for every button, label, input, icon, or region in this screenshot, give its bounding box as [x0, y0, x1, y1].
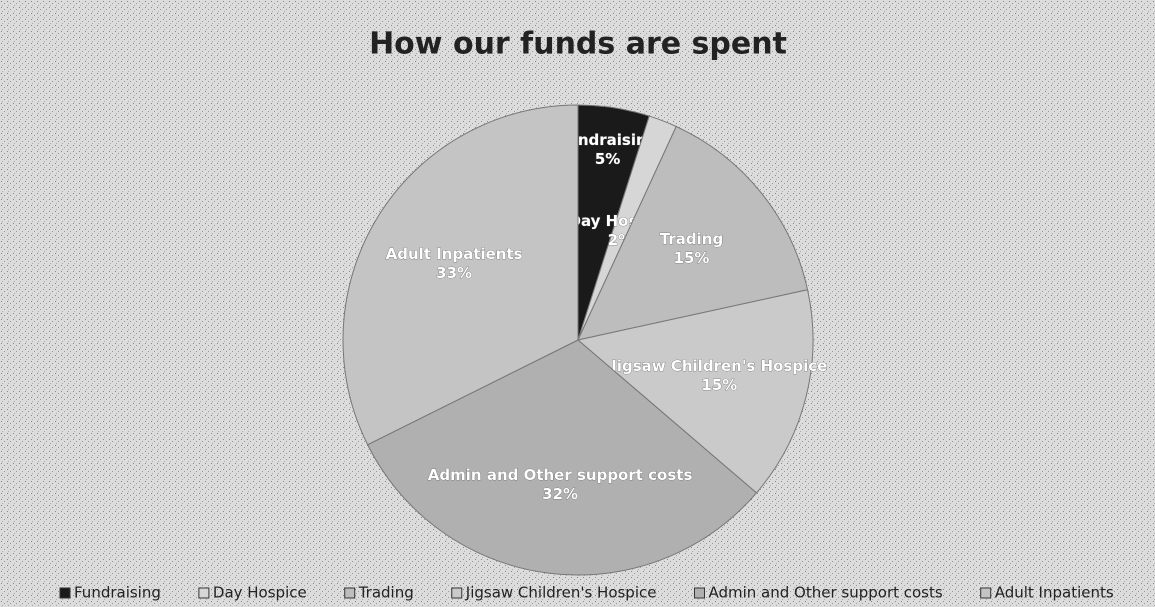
slice-label: Trading: [660, 230, 723, 248]
legend: Fundraising Day Hospice Trading Jigsaw Chil…: [59, 584, 1114, 602]
legend-label: Jigsaw Children's Hospice: [465, 584, 657, 602]
pie-slice: [342, 104, 579, 446]
slice-label: Fundraising: [558, 131, 658, 149]
pie-slice: [576, 289, 814, 494]
pie-slice: [366, 339, 758, 576]
legend-swatch: [344, 587, 356, 599]
slice-value-label: 33%: [436, 264, 472, 282]
slice-label: Adult Inpatients: [386, 245, 523, 263]
slice-label: Admin and Other support costs: [428, 466, 693, 484]
legend-swatch: [693, 587, 705, 599]
legend-label: Trading: [358, 584, 414, 602]
legend-swatch: [59, 587, 71, 599]
legend-swatch: [980, 587, 992, 599]
slice-value-label: 15%: [674, 249, 710, 267]
chart-title: How our funds are spent: [369, 27, 787, 62]
legend-label: Fundraising: [74, 584, 161, 602]
legend-swatch: [198, 587, 210, 599]
legend-label: Adult Inpatients: [995, 584, 1114, 602]
slice-value-label: 5%: [595, 150, 620, 168]
legend-label: Admin and Other support costs: [708, 584, 942, 602]
pie-slice: [577, 125, 809, 341]
legend-swatch: [451, 587, 463, 599]
slice-value-label: 15%: [701, 376, 737, 394]
legend-label: Day Hospice: [213, 584, 307, 602]
slice-label: Jigsaw Children's Hospice: [610, 357, 827, 375]
slice-value-label: 32%: [542, 485, 578, 503]
